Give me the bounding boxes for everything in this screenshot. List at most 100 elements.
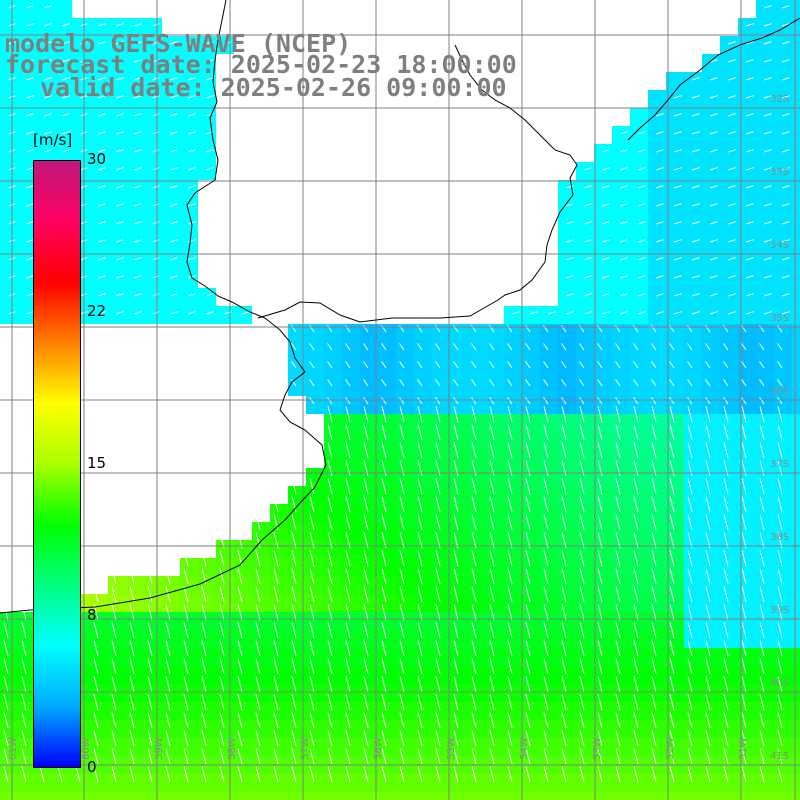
wind-speed-cell xyxy=(594,612,612,630)
wind-speed-cell xyxy=(342,486,360,504)
wind-arrow xyxy=(543,748,549,765)
wind-arrow xyxy=(651,748,657,765)
wind-arrow xyxy=(673,167,682,171)
wind-arrow xyxy=(201,640,207,657)
wind-speed-cell xyxy=(54,108,72,126)
wind-arrow xyxy=(43,5,52,9)
wind-speed-cell xyxy=(432,630,450,648)
wind-arrow xyxy=(727,59,736,63)
wind-speed-cell xyxy=(792,36,800,54)
wind-arrow xyxy=(579,640,585,657)
wind-speed-cell xyxy=(180,108,198,126)
wind-arrow xyxy=(673,257,682,261)
wind-speed-cell xyxy=(324,612,342,630)
wind-speed-cell xyxy=(306,468,324,486)
wind-arrow xyxy=(705,496,711,513)
wind-arrow xyxy=(129,712,135,729)
wind-arrow xyxy=(97,77,106,81)
wind-arrow xyxy=(727,41,736,45)
wind-speed-cell xyxy=(414,468,432,486)
wind-arrow xyxy=(687,730,693,747)
wind-arrow xyxy=(781,59,790,63)
wind-arrow xyxy=(327,604,333,621)
wind-speed-cell xyxy=(702,468,720,486)
wind-arrow xyxy=(219,532,225,549)
wind-arrow xyxy=(525,730,531,747)
wind-speed-cell xyxy=(90,702,108,720)
wind-speed-cell xyxy=(594,576,612,594)
wind-arrow xyxy=(327,568,333,585)
wind-speed-cell xyxy=(558,684,576,702)
wind-speed-cell xyxy=(756,396,774,414)
wind-arrow xyxy=(561,748,567,765)
wind-arrow xyxy=(543,532,549,549)
wind-speed-cell xyxy=(378,324,396,342)
wind-speed-cell xyxy=(720,414,738,432)
wind-arrow xyxy=(561,766,567,783)
wind-arrow xyxy=(151,257,160,261)
wind-speed-cell xyxy=(540,630,558,648)
longitude-label: 53W xyxy=(592,737,603,760)
wind-arrow xyxy=(633,478,639,495)
wind-speed-cell xyxy=(270,594,288,612)
wind-speed-cell xyxy=(576,414,594,432)
wind-speed-cell xyxy=(702,738,720,756)
wind-speed-cell xyxy=(0,0,18,18)
wind-speed-cell xyxy=(198,576,216,594)
wind-arrow xyxy=(219,640,225,657)
wind-speed-cell xyxy=(198,666,216,684)
wind-arrow xyxy=(363,424,369,441)
wind-speed-cell xyxy=(684,792,702,800)
wind-speed-cell xyxy=(648,90,666,108)
wind-speed-cell xyxy=(612,144,630,162)
wind-arrow xyxy=(543,424,549,441)
wind-speed-cell xyxy=(612,792,630,800)
wind-speed-cell xyxy=(504,486,522,504)
wind-speed-cell xyxy=(612,378,630,396)
wind-speed-cell xyxy=(162,126,180,144)
colorbar-tick-8: 8 xyxy=(87,606,97,624)
wind-arrow xyxy=(399,424,405,441)
wind-speed-cell xyxy=(612,486,630,504)
wind-speed-cell xyxy=(414,396,432,414)
wind-speed-cell xyxy=(684,90,702,108)
wind-speed-cell xyxy=(540,360,558,378)
wind-arrow xyxy=(507,586,513,603)
wind-speed-cell xyxy=(774,486,792,504)
wind-arrow xyxy=(435,397,441,405)
wind-arrow xyxy=(453,424,459,441)
wind-arrow xyxy=(381,568,387,585)
wind-speed-cell xyxy=(702,144,720,162)
wind-arrow xyxy=(309,478,315,495)
wind-speed-cell xyxy=(486,558,504,576)
wind-arrow xyxy=(169,167,178,171)
wind-speed-cell xyxy=(504,414,522,432)
wind-speed-cell xyxy=(702,198,720,216)
wind-speed-cell xyxy=(378,774,396,792)
wind-arrow xyxy=(673,131,682,135)
wind-arrow xyxy=(201,712,207,729)
wind-speed-cell xyxy=(666,108,684,126)
wind-speed-cell xyxy=(594,630,612,648)
wind-speed-cell xyxy=(576,648,594,666)
wind-speed-cell xyxy=(738,252,756,270)
wind-arrow xyxy=(669,532,675,549)
wind-speed-cell xyxy=(414,522,432,540)
wind-speed-cell xyxy=(18,36,36,54)
wind-arrow xyxy=(525,640,531,657)
wind-speed-cell xyxy=(756,702,774,720)
wind-speed-cell xyxy=(468,324,486,342)
wind-speed-cell xyxy=(648,378,666,396)
wind-speed-cell xyxy=(180,630,198,648)
wind-speed-cell xyxy=(144,630,162,648)
wind-arrow xyxy=(741,496,747,513)
wind-speed-cell xyxy=(792,666,800,684)
wind-speed-cell xyxy=(450,774,468,792)
wind-arrow xyxy=(183,604,189,621)
wind-arrow xyxy=(759,730,765,747)
wind-arrow xyxy=(615,694,621,711)
wind-arrow xyxy=(655,167,664,171)
wind-speed-cell xyxy=(432,432,450,450)
wind-speed-cell xyxy=(468,342,486,360)
